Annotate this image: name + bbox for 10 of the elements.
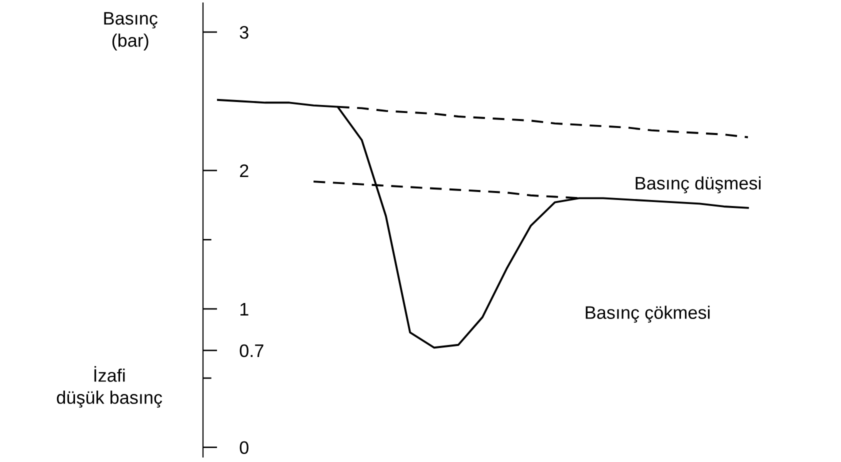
y-tick-label: 0.7 xyxy=(240,344,264,358)
y-tick-label: 0 xyxy=(240,441,248,454)
y-tick-label: 3 xyxy=(240,26,248,39)
annotation: Basınç düşmesi xyxy=(636,176,761,194)
text: İzafi düşük basınç xyxy=(56,366,162,408)
line-series xyxy=(312,180,580,200)
y-tick-label: 1 xyxy=(240,303,248,316)
y-tick-label: 2 xyxy=(240,164,248,178)
y-axis-title: Basınç (bar) xyxy=(104,12,158,50)
annotation: Basınç çökmesi xyxy=(586,306,710,323)
